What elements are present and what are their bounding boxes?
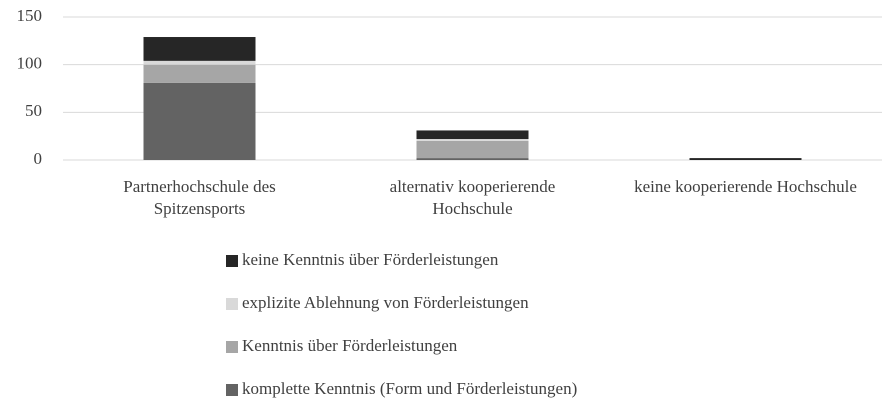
bar-segment [143, 60, 256, 65]
bar-segment [143, 37, 256, 61]
y-tick-label: 0 [34, 149, 43, 168]
legend-swatch [226, 384, 238, 396]
bar-segment [416, 140, 529, 159]
legend-label: explizite Ablehnung von Förderleistungen [242, 293, 529, 312]
x-tick-label: alternativ kooperierende Hochschule [389, 177, 556, 218]
legend-label: Kenntnis über Förderleistungen [242, 336, 458, 355]
bar-segment [689, 158, 802, 160]
bar-segment [416, 130, 529, 140]
bar-segment [416, 139, 529, 141]
bar-segment [143, 64, 256, 83]
bar-segment [143, 82, 256, 160]
bar-segment [416, 158, 529, 160]
y-tick-label: 100 [17, 54, 43, 73]
x-tick-label: Partnerhochschule des Spitzensports [123, 177, 276, 218]
y-tick-label: 150 [17, 6, 43, 25]
y-tick-label: 50 [25, 101, 42, 120]
x-tick-label: keine kooperierende Hochschule [634, 177, 857, 196]
legend-swatch [226, 341, 238, 353]
legend-label: komplette Kenntnis (Form und Förderleist… [242, 379, 577, 398]
legend-swatch [226, 255, 238, 267]
legend-label: keine Kenntnis über Förderleistungen [242, 250, 499, 269]
legend-swatch [226, 298, 238, 310]
